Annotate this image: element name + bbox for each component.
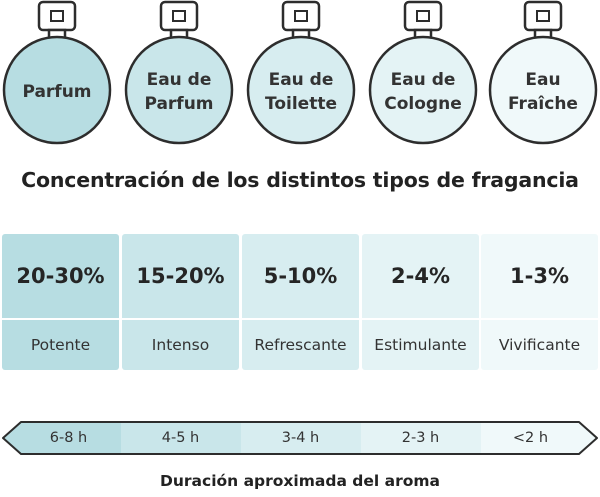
- bottle-label-eau-de-parfum: Eau de Parfum: [144, 70, 214, 114]
- bottle-label-eau-de-toilette: Eau de Toilette: [265, 70, 337, 114]
- concentration-value: 15-20%: [136, 264, 225, 288]
- bottle-eau-de-cologne-icon: [368, 0, 478, 145]
- card-divider: [242, 318, 359, 320]
- card-divider: [481, 318, 598, 320]
- duration-label: 2-3 h: [401, 430, 440, 446]
- concentration-card: 5-10% Refrescante: [242, 234, 359, 370]
- concentration-card: 20-30% Potente: [2, 234, 119, 370]
- intensity-label: Vivificante: [498, 336, 581, 354]
- duration-label: 6-8 h: [49, 430, 88, 446]
- intensity-label: Refrescante: [254, 336, 347, 354]
- bottle-parfum: Parfum: [0, 0, 114, 150]
- card-divider: [2, 318, 119, 320]
- duration-label: 4-5 h: [161, 430, 200, 446]
- duration-caption: Duración aproximada del aroma: [160, 472, 440, 490]
- perfume-bottle-row: Parfum Eau de Parfum Eau de Toilette Eau…: [0, 0, 600, 150]
- concentration-card: 2-4% Estimulante: [362, 234, 479, 370]
- bottle-eau-de-parfum-icon: [124, 0, 234, 145]
- intensity-label: Intenso: [151, 336, 210, 354]
- bottle-label-eau-de-cologne: Eau de Cologne: [384, 70, 462, 114]
- bottle-eau-fraiche: Eau Fraîche: [486, 0, 600, 150]
- concentration-value: 1-3%: [510, 264, 569, 288]
- page-title: Concentración de los distintos tipos de …: [21, 168, 579, 192]
- intensity-label: Potente: [30, 336, 91, 354]
- concentration-card: 15-20% Intenso: [122, 234, 239, 370]
- duration-label: <2 h: [512, 430, 549, 446]
- double-arrow-icon: [2, 421, 598, 455]
- duration-arrow: 6-8 h 4-5 h 3-4 h 2-3 h <2 h: [0, 420, 600, 456]
- bottle-parfum-icon: [2, 0, 112, 145]
- bottle-eau-de-toilette-icon: [246, 0, 356, 145]
- concentration-value: 2-4%: [391, 264, 450, 288]
- bottle-eau-de-toilette: Eau de Toilette: [244, 0, 358, 150]
- concentration-value: 5-10%: [263, 264, 338, 288]
- bottle-eau-de-cologne: Eau de Cologne: [366, 0, 480, 150]
- concentration-table: 20-30% Potente 15-20% Intenso 5-10% Refr…: [0, 234, 600, 370]
- card-divider: [362, 318, 479, 320]
- bottle-eau-fraiche-icon: [488, 0, 598, 145]
- duration-label: 3-4 h: [281, 430, 320, 446]
- bottle-label-eau-fraiche: Eau Fraîche: [508, 70, 578, 114]
- intensity-label: Estimulante: [374, 336, 467, 354]
- bottle-label-parfum: Parfum: [22, 82, 92, 102]
- concentration-card: 1-3% Vivificante: [481, 234, 598, 370]
- bottle-eau-de-parfum: Eau de Parfum: [122, 0, 236, 150]
- card-divider: [122, 318, 239, 320]
- concentration-value: 20-30%: [16, 264, 105, 288]
